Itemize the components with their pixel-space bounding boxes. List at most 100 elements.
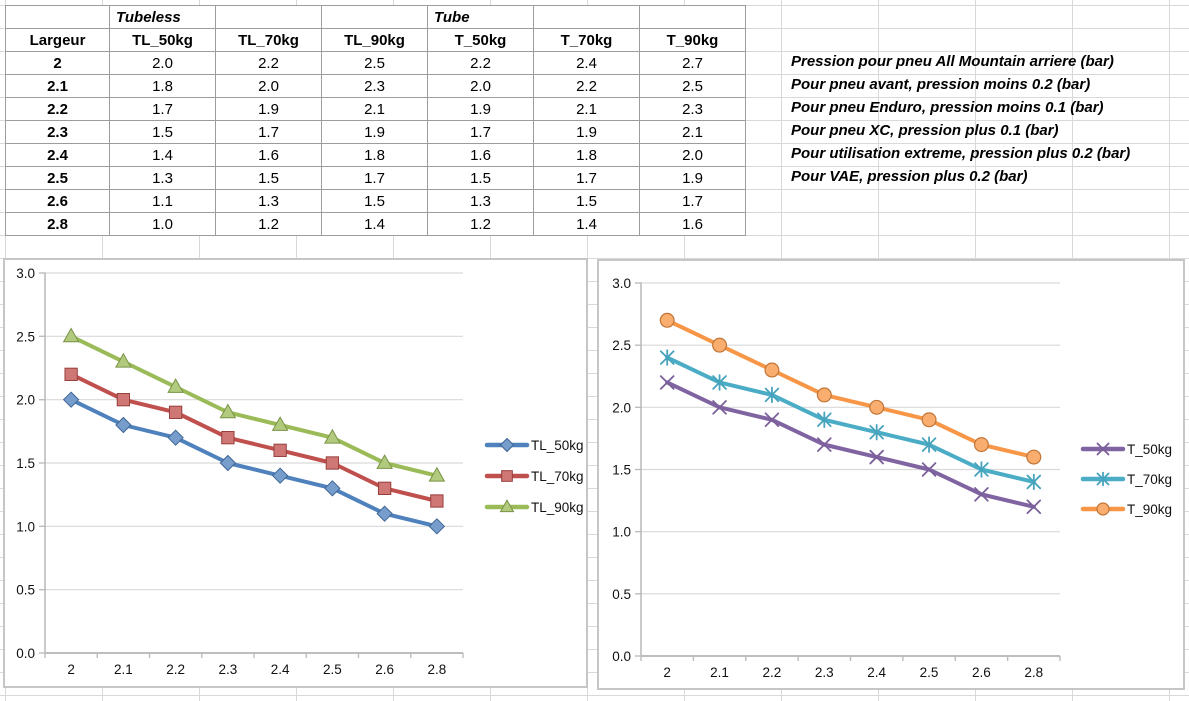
column-header-t_70kg[interactable]: T_70kg (533, 28, 640, 52)
table-cell[interactable]: 1.7 (639, 189, 746, 213)
table-row: 2.1 1.8 2.0 2.3 2.0 2.2 2.5 (5, 74, 746, 98)
empty-cell[interactable] (5, 5, 110, 29)
empty-cell[interactable] (533, 5, 640, 29)
series-line-T_50kg[interactable] (665, 380, 1036, 509)
table-cell[interactable]: 1.3 (427, 189, 534, 213)
table-cell[interactable]: 1.7 (321, 166, 428, 190)
table-cell[interactable]: 1.0 (109, 212, 216, 236)
chart-tube-canvas[interactable]: 0.0 0.5 1.0 1.5 2.0 2.5 3.0 2 2.1 2.2 2.3 2.4 2.5 2.6… (599, 261, 1183, 688)
chart-tubeless-canvas[interactable]: 0.0 0.5 1.0 1.5 2.0 2.5 3.0 2 2.1 2.2 2.3 2.4 2.5 2.6… (5, 260, 586, 686)
table-cell[interactable]: 2.0 (639, 143, 746, 167)
group-label-tube[interactable]: Tube (427, 5, 534, 29)
table-cell[interactable]: 2.1 (639, 120, 746, 144)
table-cell[interactable]: 1.9 (533, 120, 640, 144)
table-cell[interactable]: 1.4 (533, 212, 640, 236)
table-cell[interactable]: 1.1 (109, 189, 216, 213)
table-cell[interactable]: 1.8 (109, 74, 216, 98)
table-cell[interactable]: 2.3 (321, 74, 428, 98)
table-cell[interactable]: 2.3 (639, 97, 746, 121)
table-cell[interactable]: 2.0 (427, 74, 534, 98)
table-cell[interactable]: 2.1 (533, 97, 640, 121)
row-header[interactable]: 2.2 (5, 97, 110, 121)
row-header[interactable]: 2.4 (5, 143, 110, 167)
column-header-t_50kg[interactable]: T_50kg (427, 28, 534, 52)
column-header-tl_50kg[interactable]: TL_50kg (109, 28, 216, 52)
legend-item-TL_90kg[interactable]: TL_90kg (484, 499, 584, 515)
chart-tubeless[interactable]: 0.0 0.5 1.0 1.5 2.0 2.5 3.0 2 2.1 2.2 2.3 2.4 2.5 2.6… (3, 258, 588, 688)
legend-item-T_70kg[interactable]: T_70kg (1080, 471, 1172, 487)
legend-item-T_90kg[interactable]: T_90kg (1080, 502, 1172, 517)
marker-circle-icon (973, 437, 989, 453)
x-tick-label: 2.2 (166, 662, 185, 677)
row-header[interactable]: 2.5 (5, 166, 110, 190)
row-header[interactable]: 2 (5, 51, 110, 75)
table-cell[interactable]: 1.3 (215, 189, 322, 213)
series-line-TL_50kg[interactable] (69, 397, 439, 529)
table-cell[interactable]: 1.2 (427, 212, 534, 236)
table-cell[interactable]: 1.6 (427, 143, 534, 167)
marker-diamond-icon (219, 454, 237, 472)
marker-x-icon (764, 412, 780, 428)
table-cell[interactable]: 1.7 (427, 120, 534, 144)
series-line-T_70kg[interactable] (665, 355, 1036, 484)
table-cell[interactable]: 2.2 (215, 51, 322, 75)
group-label-tubeless[interactable]: Tubeless (109, 5, 216, 29)
table-cell[interactable]: 2.2 (533, 74, 640, 98)
chart-tube[interactable]: 0.0 0.5 1.0 1.5 2.0 2.5 3.0 2 2.1 2.2 2.3 2.4 2.5 2.6… (597, 259, 1185, 690)
table-cell[interactable]: 1.6 (215, 143, 322, 167)
legend-item-T_50kg[interactable]: T_50kg (1080, 442, 1172, 457)
empty-cell[interactable] (321, 5, 428, 29)
row-header[interactable]: 2.3 (5, 120, 110, 144)
row-header[interactable]: 2.1 (5, 74, 110, 98)
table-row: 2.5 1.3 1.5 1.7 1.5 1.7 1.9 (5, 166, 746, 190)
table-cell[interactable]: 1.7 (533, 166, 640, 190)
table-cell[interactable]: 2.7 (639, 51, 746, 75)
table-cell[interactable]: 2.2 (427, 51, 534, 75)
row-header[interactable]: 2.6 (5, 189, 110, 213)
table-cell[interactable]: 1.2 (215, 212, 322, 236)
column-header-tl_70kg[interactable]: TL_70kg (215, 28, 322, 52)
marker-square-icon (64, 367, 78, 381)
series-line-TL_70kg[interactable] (69, 372, 439, 503)
table-cell[interactable]: 1.9 (215, 97, 322, 121)
table-cell[interactable]: 2.1 (321, 97, 428, 121)
table-cell[interactable]: 2.5 (639, 74, 746, 98)
table-cell[interactable]: 1.4 (321, 212, 428, 236)
empty-cell[interactable] (639, 5, 746, 29)
table-cell[interactable]: 1.5 (533, 189, 640, 213)
table-cell[interactable]: 1.8 (321, 143, 428, 167)
table-cell[interactable]: 1.3 (109, 166, 216, 190)
table-cell[interactable]: 1.7 (215, 120, 322, 144)
pressure-table-body: Tubeless Tube Largeur TL_50kg TL_70kg TL_90kg… (5, 5, 746, 236)
column-header-tl_90kg[interactable]: TL_90kg (321, 28, 428, 52)
table-cell[interactable]: 1.7 (109, 97, 216, 121)
legend-label: T_90kg (1127, 502, 1172, 517)
table-cell[interactable]: 1.5 (215, 166, 322, 190)
marker-x-icon (1096, 442, 1110, 456)
column-header-largeur[interactable]: Largeur (5, 28, 110, 52)
series-line-T_90kg[interactable] (665, 318, 1036, 460)
table-cell[interactable]: 2.0 (215, 74, 322, 98)
table-cell[interactable]: 2.0 (109, 51, 216, 75)
legend-item-TL_50kg[interactable]: TL_50kg (484, 437, 584, 453)
table-cell[interactable]: 2.5 (321, 51, 428, 75)
table-row: 2 2.0 2.2 2.5 2.2 2.4 2.7 (5, 51, 746, 75)
table-cell[interactable]: 1.5 (109, 120, 216, 144)
marker-circle-icon (921, 412, 937, 428)
table-cell[interactable]: 1.5 (427, 166, 534, 190)
empty-cell[interactable] (215, 5, 322, 29)
table-cell[interactable]: 1.6 (639, 212, 746, 236)
legend-item-TL_70kg[interactable]: TL_70kg (484, 469, 584, 484)
table-cell[interactable]: 1.9 (321, 120, 428, 144)
row-header[interactable]: 2.8 (5, 212, 110, 236)
table-cell[interactable]: 1.4 (109, 143, 216, 167)
marker-circle-icon (1096, 502, 1110, 516)
table-cell[interactable]: 1.9 (639, 166, 746, 190)
table-cell[interactable]: 1.5 (321, 189, 428, 213)
series-line-TL_90kg[interactable] (69, 334, 439, 478)
table-cell[interactable]: 1.9 (427, 97, 534, 121)
table-cell[interactable]: 1.8 (533, 143, 640, 167)
column-header-t_90kg[interactable]: T_90kg (639, 28, 746, 52)
table-cell[interactable]: 2.4 (533, 51, 640, 75)
marker-star-icon (974, 461, 989, 478)
